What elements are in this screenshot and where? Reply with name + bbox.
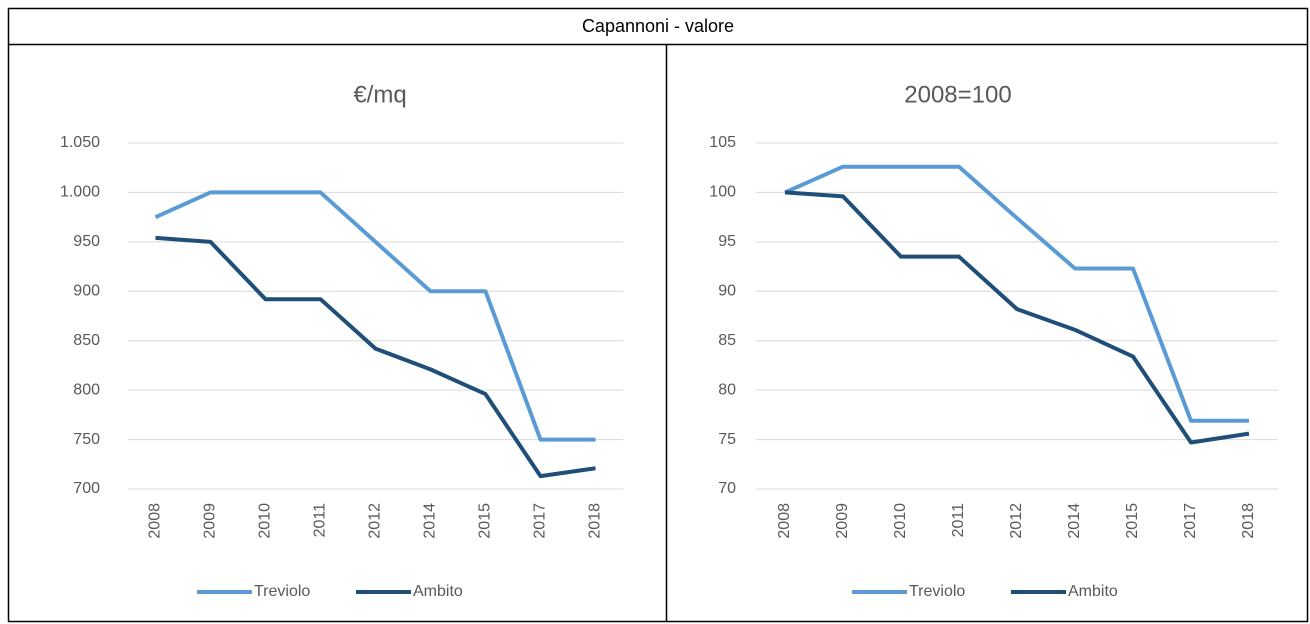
- series-line: [784, 164, 1249, 423]
- y-tick-label: 85: [718, 332, 736, 349]
- x-tick-label: 2012: [367, 503, 384, 539]
- y-tick-label: 800: [73, 381, 100, 398]
- x-tick-label: 2018: [587, 503, 604, 539]
- table-border: [7, 7, 1309, 623]
- series-line: [154, 190, 596, 442]
- y-tick-label: 750: [73, 431, 100, 448]
- y-tick-label: 850: [73, 332, 100, 349]
- y-tick-label: 105: [709, 134, 736, 151]
- y-tick-label: 75: [718, 431, 736, 448]
- x-tick-label: 2008: [776, 503, 793, 539]
- x-tick-label: 2015: [477, 503, 494, 539]
- header-title: Capannoni - valore: [582, 16, 734, 36]
- y-tick-label: 90: [718, 283, 736, 300]
- legend-label: Ambito: [1068, 583, 1118, 600]
- y-tick-label: 1.000: [60, 184, 100, 201]
- x-tick-label: 2015: [1124, 503, 1141, 539]
- legend-label: Ambito: [413, 583, 463, 600]
- x-tick-label: 2011: [950, 503, 967, 538]
- x-tick-label: 2011: [312, 503, 329, 538]
- legend-label: Treviolo: [254, 583, 310, 600]
- y-tick-label: 100: [709, 184, 736, 201]
- x-tick-label: 2009: [834, 503, 851, 539]
- y-tick-label: 1.050: [60, 134, 100, 151]
- chart-title: €/mq: [353, 81, 406, 108]
- x-tick-label: 2014: [1066, 503, 1083, 539]
- legend-label: Treviolo: [909, 583, 965, 600]
- x-tick-label: 2018: [1240, 503, 1257, 539]
- x-tick-label: 2009: [202, 503, 219, 539]
- x-tick-label: 2017: [532, 503, 549, 539]
- series-line: [155, 235, 596, 479]
- chart-title: 2008=100: [904, 81, 1011, 108]
- x-tick-label: 2008: [147, 503, 164, 539]
- x-tick-label: 2014: [422, 503, 439, 539]
- x-tick-label: 2010: [257, 503, 274, 539]
- y-tick-label: 900: [73, 283, 100, 300]
- y-tick-label: 80: [718, 381, 736, 398]
- y-tick-label: 70: [718, 480, 736, 497]
- y-tick-label: 950: [73, 233, 100, 250]
- x-tick-label: 2017: [1182, 503, 1199, 539]
- x-tick-label: 2012: [1008, 503, 1025, 539]
- x-tick-label: 2010: [892, 503, 909, 539]
- series-line: [784, 190, 1250, 445]
- y-tick-label: 95: [718, 233, 736, 250]
- y-tick-label: 700: [73, 480, 100, 497]
